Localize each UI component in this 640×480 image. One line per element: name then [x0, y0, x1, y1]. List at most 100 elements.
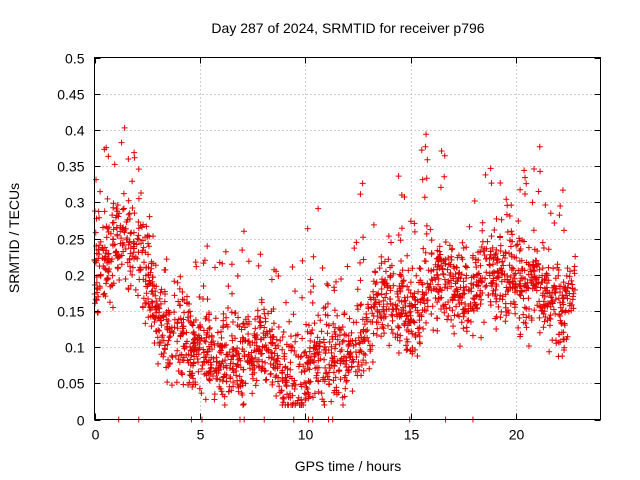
- data-point: [318, 328, 325, 335]
- data-point: [397, 237, 404, 244]
- data-point: [401, 320, 408, 327]
- data-point: [356, 340, 363, 347]
- data-point: [95, 309, 102, 316]
- data-point: [196, 334, 203, 341]
- data-point: [371, 268, 378, 275]
- data-point: [465, 317, 472, 324]
- data-point: [206, 325, 213, 332]
- data-point: [483, 245, 490, 252]
- data-point: [522, 320, 529, 327]
- data-point: [537, 284, 544, 291]
- data-point: [106, 299, 113, 306]
- data-point: [310, 283, 317, 290]
- data-point: [127, 250, 134, 257]
- data-point: [331, 287, 338, 294]
- data-point: [253, 342, 260, 349]
- data-point: [326, 361, 333, 368]
- data-point: [536, 314, 543, 321]
- data-point: [357, 277, 364, 284]
- data-point: [94, 309, 101, 316]
- data-point: [111, 161, 118, 168]
- data-point: [561, 227, 568, 234]
- data-point: [379, 323, 386, 330]
- data-point: [566, 273, 573, 280]
- data-point: [515, 324, 522, 331]
- data-point: [165, 337, 172, 344]
- data-point: [255, 363, 262, 370]
- data-point: [235, 388, 242, 395]
- data-point: [184, 314, 191, 321]
- data-point: [517, 331, 524, 338]
- data-point: [220, 364, 227, 371]
- data-point: [276, 389, 283, 396]
- data-point: [378, 253, 385, 260]
- data-point: [411, 220, 418, 227]
- data-point: [516, 247, 523, 254]
- data-point: [265, 310, 272, 317]
- data-point: [157, 289, 164, 296]
- data-point: [190, 330, 197, 337]
- data-point: [389, 317, 396, 324]
- data-point: [506, 250, 513, 257]
- data-point: [525, 244, 532, 251]
- data-point: [355, 334, 362, 341]
- data-point: [370, 313, 377, 320]
- data-point: [239, 247, 246, 254]
- data-point: [428, 268, 435, 275]
- data-point: [478, 244, 485, 251]
- data-point: [362, 352, 369, 359]
- data-point: [323, 321, 330, 328]
- data-point: [413, 272, 420, 279]
- data-point: [220, 317, 227, 324]
- data-point: [560, 279, 567, 286]
- data-point: [385, 233, 392, 240]
- data-point: [543, 280, 550, 287]
- data-point: [404, 294, 411, 301]
- data-point: [169, 382, 176, 389]
- data-point: [360, 326, 367, 333]
- data-point: [495, 274, 502, 281]
- data-point: [311, 390, 318, 397]
- data-point: [191, 353, 198, 360]
- data-point: [284, 391, 291, 398]
- data-point: [240, 366, 247, 373]
- data-point: [165, 311, 172, 318]
- data-point: [179, 296, 186, 303]
- data-point: [552, 289, 559, 296]
- data-point: [267, 360, 274, 367]
- data-point: [211, 391, 218, 398]
- data-point: [318, 390, 325, 397]
- data-point: [516, 283, 523, 290]
- data-point: [125, 241, 132, 248]
- data-point: [145, 272, 152, 279]
- data-point: [184, 357, 191, 364]
- data-point: [167, 333, 174, 340]
- data-point: [378, 285, 385, 292]
- data-point: [372, 299, 379, 306]
- data-point: [101, 265, 108, 272]
- data-point: [225, 304, 232, 311]
- x-tick-label: 10: [298, 427, 314, 443]
- data-point: [251, 332, 258, 339]
- data-point: [353, 354, 360, 361]
- data-point: [152, 262, 159, 269]
- data-point: [545, 264, 552, 271]
- data-point: [505, 310, 512, 317]
- data-point: [422, 249, 429, 256]
- data-point: [571, 270, 578, 277]
- data-point: [189, 372, 196, 379]
- data-point: [142, 278, 149, 285]
- data-point: [254, 307, 261, 314]
- data-point: [463, 244, 470, 251]
- data-point: [464, 317, 471, 324]
- data-point: [561, 336, 568, 343]
- data-point: [346, 315, 353, 322]
- data-point: [184, 338, 191, 345]
- data-point: [345, 366, 352, 373]
- data-point: [411, 228, 418, 235]
- data-point: [369, 359, 376, 366]
- data-point: [284, 365, 291, 372]
- data-point: [104, 276, 111, 283]
- data-point: [203, 351, 210, 358]
- data-point: [148, 298, 155, 305]
